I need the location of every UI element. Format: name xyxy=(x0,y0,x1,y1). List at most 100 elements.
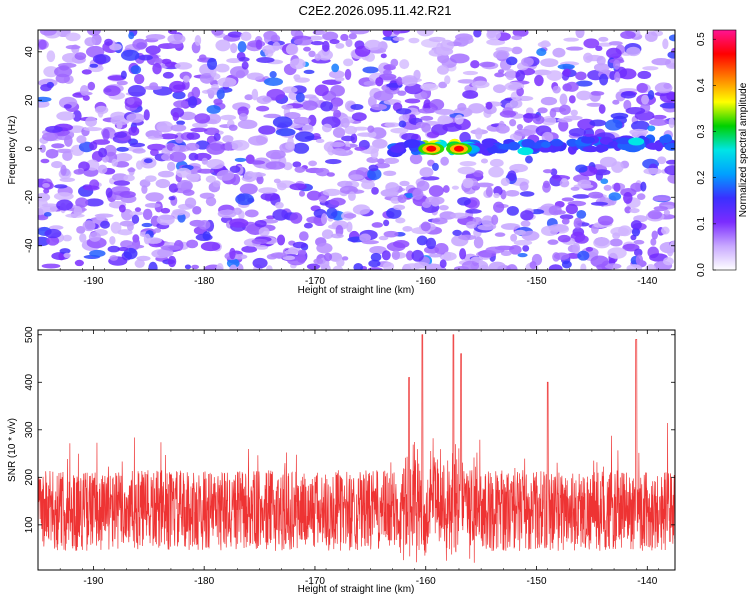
spectrogram-cell xyxy=(185,142,200,151)
colorbar-tick: 0.2 xyxy=(696,170,716,185)
spectrogram-cell xyxy=(192,205,202,215)
spectrogram-cell xyxy=(439,259,447,269)
spectrogram-cell xyxy=(129,142,146,148)
spectrogram-cell xyxy=(380,53,387,59)
spectrogram-cell xyxy=(79,233,87,243)
spectrogram-cell xyxy=(548,264,563,270)
spectrogram-cell xyxy=(172,111,180,122)
spectrogram-cell xyxy=(190,127,208,133)
spectrogram-cell xyxy=(272,209,289,221)
spectrogram-cell xyxy=(369,245,387,255)
spectrogram-cell xyxy=(643,167,662,175)
spectrogram-cell xyxy=(89,63,99,68)
spectrogram-cell xyxy=(241,245,258,253)
spectrogram-cell xyxy=(397,90,407,96)
spectrogram-cell xyxy=(215,63,230,73)
spectrogram-x-tick: -150 xyxy=(527,30,547,287)
spectrogram-cell xyxy=(307,35,324,41)
spectrogram-cell xyxy=(399,59,410,70)
spectrogram-cell xyxy=(310,40,324,46)
spectrogram-cell xyxy=(331,148,347,156)
spectrogram-cell xyxy=(113,180,131,186)
spectrogram-cell xyxy=(457,103,467,111)
spectrogram-cell xyxy=(613,59,621,70)
spectrogram-cell xyxy=(132,38,148,50)
spectrogram-cell xyxy=(306,190,322,201)
spectrogram-cell xyxy=(307,114,317,127)
spectrogram-cell xyxy=(404,98,421,104)
spectrogram-cell xyxy=(303,69,315,75)
spectrogram-cell xyxy=(521,230,540,241)
spectrogram-cell xyxy=(62,234,72,242)
colorbar-label: Normalized spectral amplitude xyxy=(738,82,749,217)
spectrogram-cell xyxy=(568,128,586,137)
spectrogram-cell xyxy=(623,99,632,111)
spectrogram-cell xyxy=(222,135,234,143)
svg-text:0: 0 xyxy=(24,146,35,152)
spectrogram-cell xyxy=(451,185,460,190)
spectrogram-cell xyxy=(521,57,534,67)
spectrogram-cell xyxy=(56,199,73,211)
spectrogram-cell xyxy=(378,73,397,81)
spectrogram-cell xyxy=(330,84,345,97)
snr-y-tick: 400 xyxy=(24,373,675,391)
svg-text:-140: -140 xyxy=(637,576,657,587)
spectrogram-cell xyxy=(170,124,187,132)
spectrogram-cell xyxy=(59,248,71,254)
spectrogram-cell xyxy=(203,127,220,136)
spectrogram-cell xyxy=(500,177,510,187)
spectrogram-cell xyxy=(667,63,675,68)
spectrogram-cell xyxy=(401,75,418,87)
spectrogram-y-tick: 40 xyxy=(24,46,675,57)
snr-x-tick: -190 xyxy=(83,330,104,587)
spectrogram-cell xyxy=(128,31,135,40)
spectrogram-cell xyxy=(117,247,129,252)
signal-band-cell xyxy=(615,137,633,145)
spectrogram-cell xyxy=(550,168,558,176)
spectrogram-cell xyxy=(359,233,371,242)
spectrogram-cell xyxy=(511,46,523,55)
spectrogram-cell xyxy=(395,108,412,115)
spectrogram-cell xyxy=(197,168,214,174)
spectrogram-cell xyxy=(570,109,578,117)
spectrogram-cell xyxy=(454,114,464,125)
spectrogram-cell xyxy=(256,105,270,112)
spectrogram-cell xyxy=(297,249,307,256)
spectrogram-cell xyxy=(237,41,247,53)
spectrogram-cell xyxy=(74,52,87,60)
colorbar-tick: 0.3 xyxy=(696,124,716,138)
spectrogram-cell xyxy=(508,83,522,90)
spectrogram-cell xyxy=(38,39,47,50)
spectrogram-cell xyxy=(393,204,406,211)
spectrogram-cell xyxy=(254,220,267,228)
spectrogram-cell xyxy=(609,238,623,247)
spectrogram-cell xyxy=(145,175,157,182)
spectrogram-x-tick: -180 xyxy=(194,30,215,287)
spectrogram-cell xyxy=(45,125,63,133)
spectrogram-cell xyxy=(111,158,118,167)
spectrogram-cell xyxy=(152,62,162,75)
spectrogram-cell xyxy=(141,222,153,228)
spectrogram-cell xyxy=(645,264,657,270)
spectrogram-cell xyxy=(613,182,621,192)
spectrogram-cell xyxy=(284,111,301,120)
spectrogram-cell xyxy=(659,102,675,109)
spectrogram-cell xyxy=(211,30,224,36)
spectrogram-y-tick: 20 xyxy=(24,94,675,106)
spectrogram-cell xyxy=(462,90,479,99)
svg-text:-180: -180 xyxy=(194,576,214,587)
spectrogram-cell xyxy=(438,204,449,211)
spectrogram-cell xyxy=(573,217,583,229)
spectrogram-x-tick: -160 xyxy=(416,30,436,287)
spectrogram-cell xyxy=(593,237,611,249)
signal-band-cell xyxy=(540,141,551,148)
spectrogram-cell xyxy=(438,81,448,89)
spectrogram-cell xyxy=(657,156,667,165)
spectrogram-cell xyxy=(452,229,462,237)
spectrogram-cell xyxy=(519,181,529,192)
spectrogram-cell xyxy=(276,234,286,246)
spectrogram-cell xyxy=(361,180,375,190)
spectrogram-cell xyxy=(315,167,330,177)
spectrogram-cell xyxy=(126,97,135,105)
spectrogram-cell xyxy=(547,239,559,245)
